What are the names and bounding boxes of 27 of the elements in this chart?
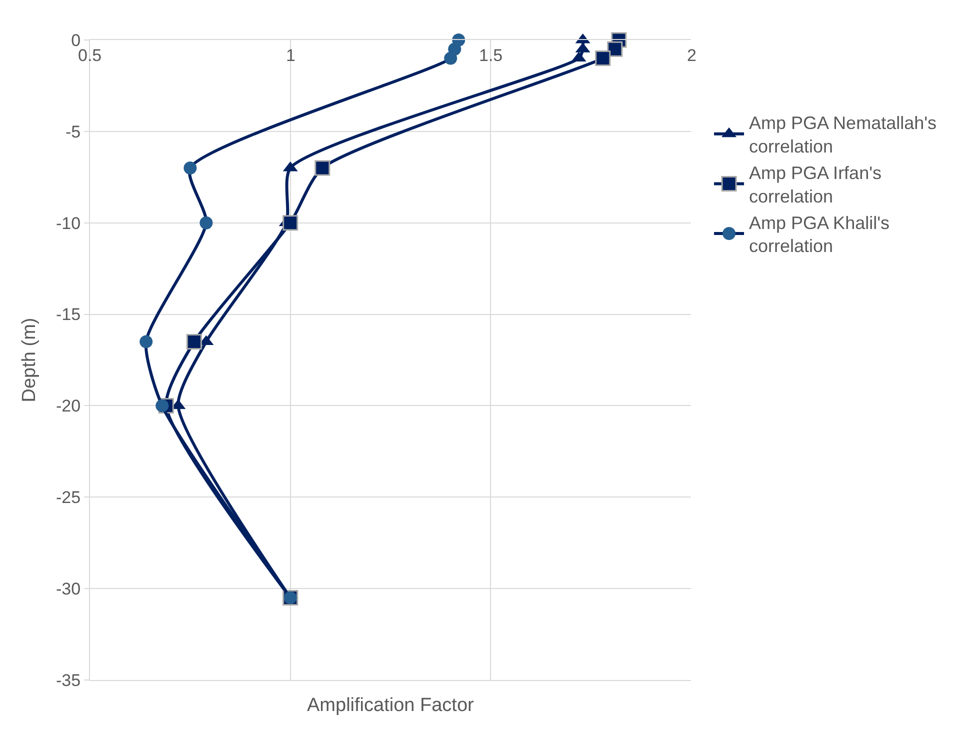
x-tick-label: 2 — [687, 46, 696, 65]
x-tick-label: 1 — [286, 46, 296, 65]
y-tick-label: -15 — [56, 305, 81, 324]
y-tick-label: -35 — [56, 670, 81, 690]
point — [184, 162, 197, 174]
y-tick-label: -25 — [56, 488, 81, 508]
point — [186, 334, 202, 350]
point — [595, 50, 611, 66]
legend-label: Amp PGA Irfan's correlation — [749, 163, 882, 206]
point — [200, 216, 213, 230]
x-axis-title: Amplification Factor — [307, 695, 475, 716]
point — [282, 215, 298, 231]
y-tick-label: -10 — [56, 214, 81, 233]
legend-label: Amp PGA Nematallah's correlation — [749, 113, 937, 157]
legend-label: Amp PGA Khalil's correlation — [749, 212, 890, 256]
x-tick-label: 0.5 — [78, 46, 102, 65]
point — [156, 399, 169, 412]
y-axis-title: Depth (m) — [18, 318, 40, 402]
point — [607, 41, 623, 57]
point — [140, 335, 153, 348]
y-tick-label: -30 — [56, 580, 81, 599]
point — [314, 160, 330, 176]
y-tick-label: 0 — [71, 30, 81, 50]
y-tick-label: -20 — [56, 396, 81, 416]
point — [444, 52, 458, 65]
x-tick-label: 1.5 — [479, 46, 503, 65]
y-tick-label: -5 — [65, 122, 81, 142]
